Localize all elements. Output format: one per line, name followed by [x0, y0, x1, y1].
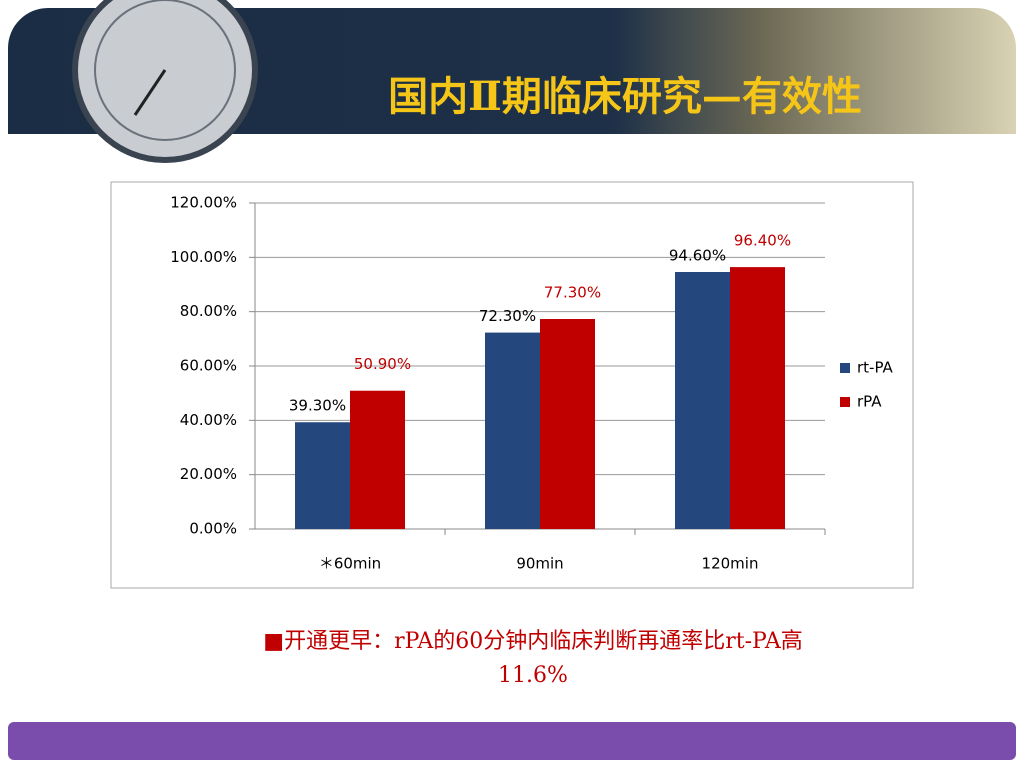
y-tick-label: 0.00% [189, 520, 237, 538]
value-label: 39.30% [289, 397, 346, 415]
legend-label: rt-PA [857, 359, 894, 377]
bar [350, 390, 405, 529]
y-tick-label: 20.00% [180, 465, 237, 483]
gauge-ring [94, 0, 236, 141]
footer-band [8, 722, 1016, 760]
bar [675, 272, 730, 529]
legend-swatch [840, 363, 850, 373]
y-tick-label: 100.00% [170, 248, 237, 266]
slide-title: 国内Ⅱ期临床研究—有效性 [388, 73, 862, 120]
y-tick-label: 40.00% [180, 411, 237, 429]
y-tick-label: 60.00% [180, 357, 237, 375]
value-label: 94.60% [669, 247, 726, 265]
legend-label: rPA [857, 393, 882, 411]
annotation-line: ■开通更早：rPA的60分钟内临床判断再通率比rt-PA高 [263, 629, 802, 654]
chart: 0.00% 20.00% 40.00% 60.00% 80.00% 100.00% 120.… [170, 194, 893, 573]
bar [295, 422, 350, 529]
value-label: 96.40% [734, 232, 791, 250]
value-label: 77.30% [544, 284, 601, 302]
bar [540, 319, 595, 529]
gauge-decoration [72, 0, 258, 163]
x-tick-label: ＊60min [319, 555, 381, 573]
gauge-needle [133, 69, 167, 116]
bar [485, 332, 540, 529]
annotation-line: 11.6% [498, 663, 568, 688]
x-tick-label: 90min [516, 555, 563, 573]
y-tick-label: 80.00% [180, 302, 237, 320]
x-tick-label: 120min [702, 555, 759, 573]
value-label: 72.30% [479, 307, 536, 325]
legend-swatch [840, 397, 850, 407]
value-label: 50.90% [354, 355, 411, 373]
y-tick-label: 120.00% [170, 194, 237, 212]
bar [730, 267, 785, 529]
